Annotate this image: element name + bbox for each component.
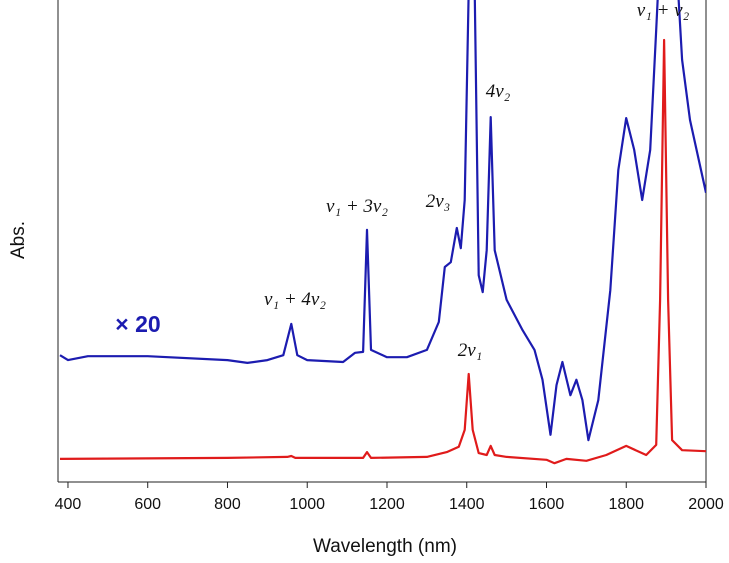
- x-tick-label: 1600: [529, 496, 565, 513]
- annotation: ν₁ + ν₂: [637, 0, 690, 21]
- spectrum-line: [59, 38, 706, 465]
- y-axis-label: Abs.: [8, 221, 29, 259]
- annotation: 4ν₂: [486, 81, 511, 102]
- x-tick-label: 2000: [688, 496, 724, 513]
- x-tick-label: 1800: [608, 496, 644, 513]
- annotation: × 20: [115, 311, 160, 337]
- annotation: 2ν₃: [426, 191, 451, 212]
- plot-area: [59, 0, 706, 465]
- spectrum-line: [59, 0, 706, 442]
- x-tick-label: 600: [134, 496, 161, 513]
- annotation: 2ν₁: [458, 340, 483, 361]
- x-axis-label: Wavelength (nm): [313, 536, 457, 557]
- x-tick-label: 400: [55, 496, 82, 513]
- annotation: ν₁ + 4ν₂: [264, 289, 326, 310]
- x-tick-label: 1400: [449, 496, 485, 513]
- x-tick-label: 1000: [289, 496, 325, 513]
- annotation: ν₁ + 3ν₂: [326, 196, 388, 217]
- x-tick-label: 800: [214, 496, 241, 513]
- x-tick-label: 1200: [369, 496, 405, 513]
